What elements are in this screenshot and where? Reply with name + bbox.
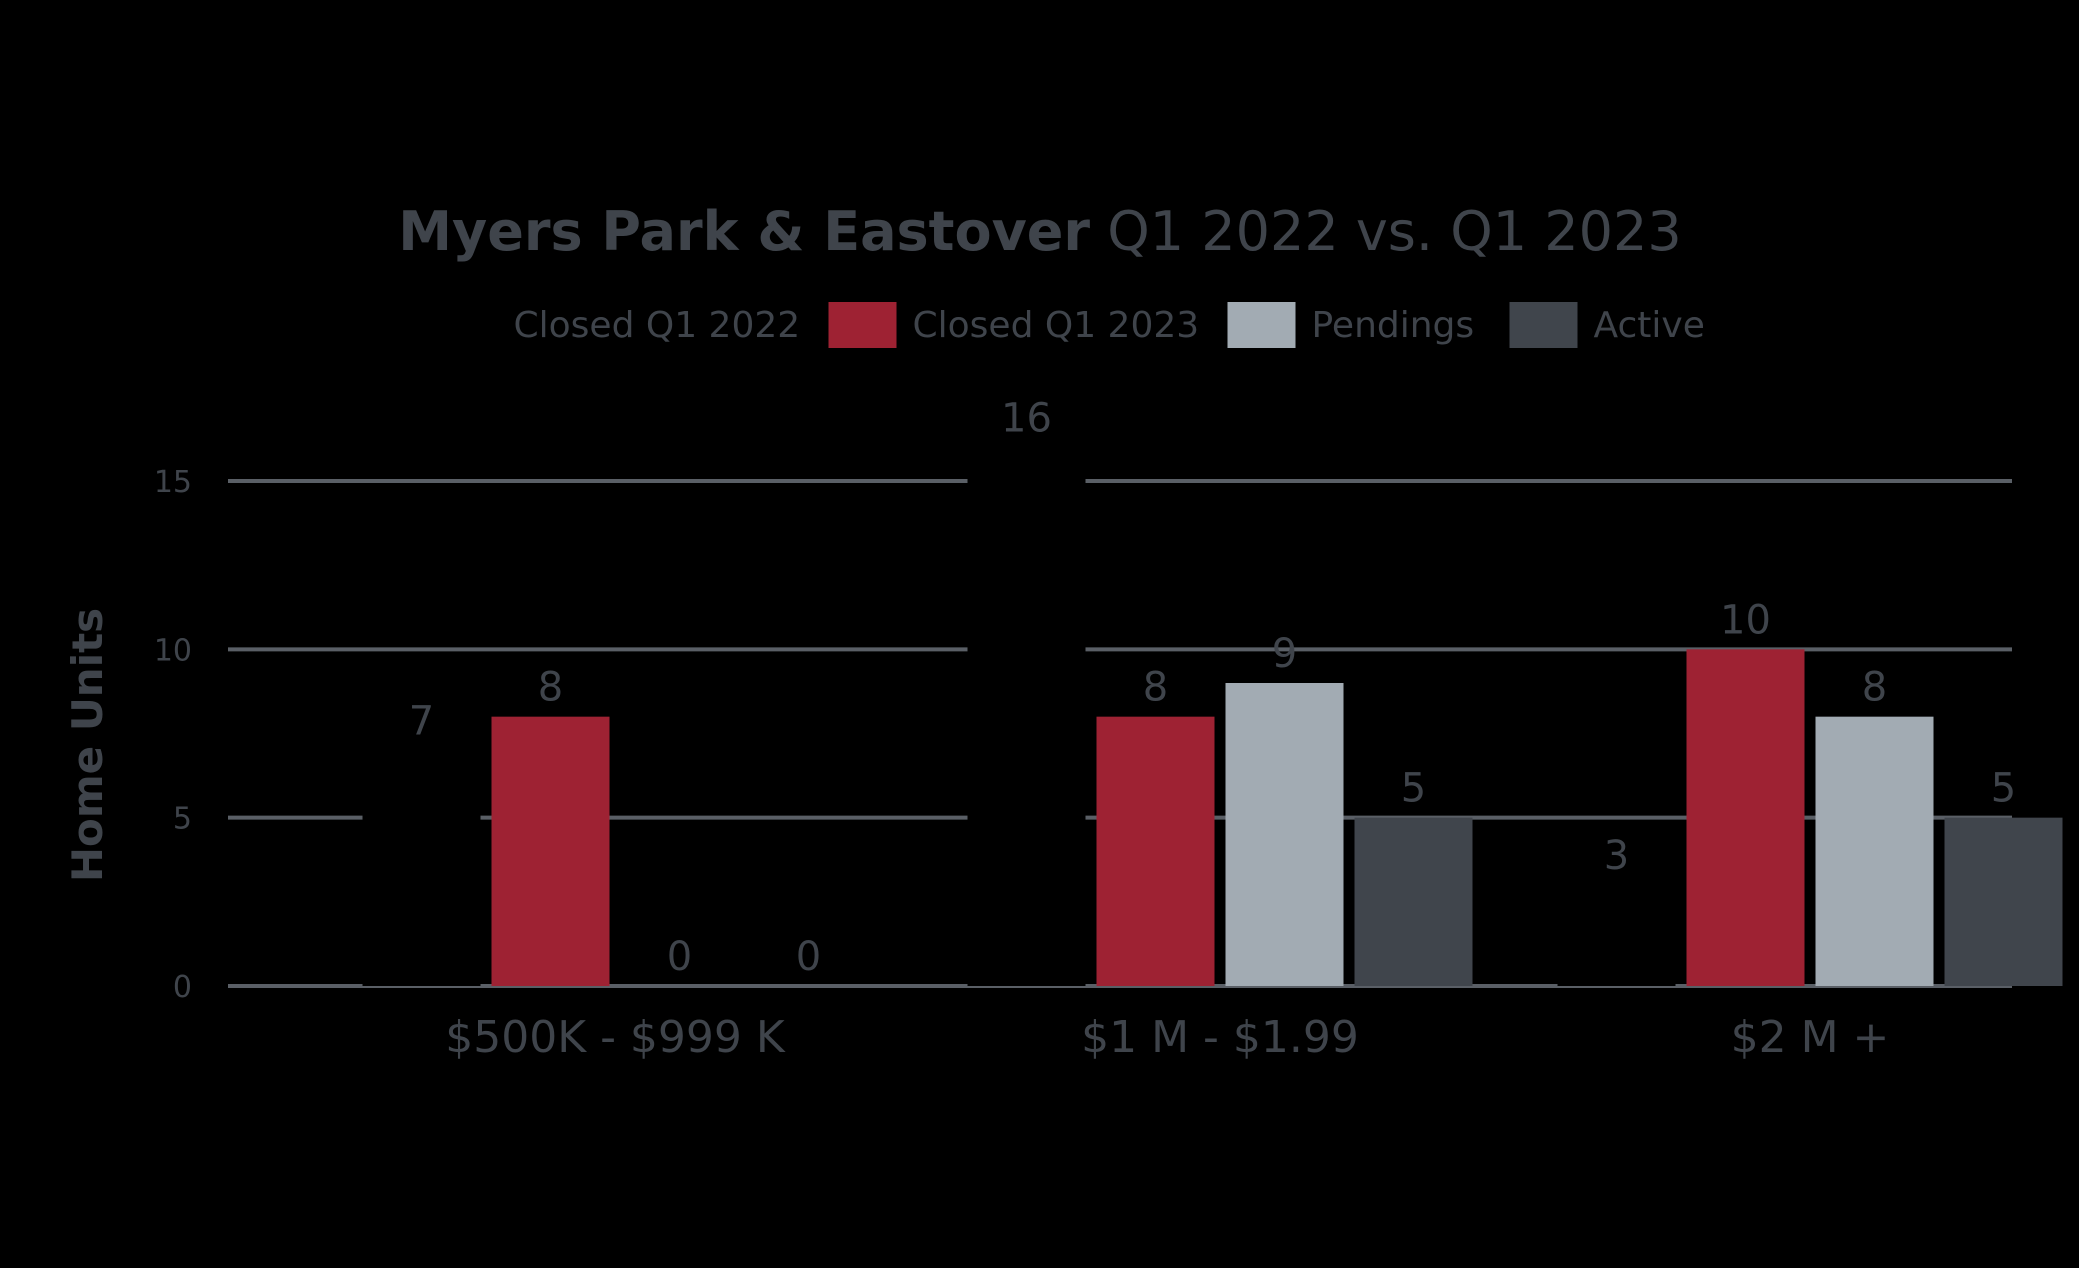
x-category-label: $500K - $999 K [445,1012,786,1063]
x-category-label: $1 M - $1.99 [1081,1012,1359,1063]
value-labels: 7 8 0 0 16 8 9 5 3 10 8 5 [409,395,2016,980]
y-tick-label: 5 [173,802,192,837]
legend-swatch [1227,302,1296,348]
value-label: 3 [1604,833,1629,879]
value-label: 9 [1272,631,1297,677]
y-axis-label: Home Units [63,608,112,882]
y-axis-ticks: 0 5 10 15 [154,465,192,1005]
legend-label: Closed Q1 2023 [913,305,1200,346]
legend-swatch [828,302,897,348]
y-tick-label: 10 [154,633,192,668]
value-label: 8 [1862,665,1887,711]
y-tick-label: 15 [154,465,192,500]
value-label: 5 [1401,766,1426,812]
chart-title-rest: Q1 2022 vs. Q1 2023 [1090,200,1682,263]
x-category-label: $2 M + [1731,1012,1890,1063]
bar [967,447,1086,986]
bar [1944,817,2063,986]
legend-label: Pendings [1312,305,1475,346]
value-label: 8 [1143,665,1168,711]
value-label: 5 [1991,766,2016,812]
value-label: 0 [667,934,692,980]
bar [1686,649,1805,986]
legend-label: Active [1594,305,1705,346]
value-label: 16 [1001,395,1052,441]
legend-swatch [429,302,498,348]
value-label: 8 [538,665,563,711]
bar [1557,885,1676,986]
bar [1096,716,1215,986]
legend-label: Closed Q1 2022 [514,305,801,346]
bar [1354,817,1473,986]
y-tick-label: 0 [173,970,192,1005]
bar [1815,716,1934,986]
value-label: 10 [1720,597,1771,643]
bar [362,750,481,986]
chart-title: Myers Park & Eastover Q1 2022 vs. Q1 202… [398,200,1681,263]
bar [1225,683,1344,986]
legend-swatch [1509,302,1578,348]
bar [491,716,610,986]
legend: Closed Q1 2022 Closed Q1 2023 Pendings Acti… [429,302,1705,348]
x-axis-categories: $500K - $999 K $1 M - $1.99 $2 M + [445,1012,1889,1063]
value-label: 7 [409,698,434,744]
bars [362,447,2063,986]
value-label: 0 [796,934,821,980]
chart-title-bold: Myers Park & Eastover [398,200,1090,263]
